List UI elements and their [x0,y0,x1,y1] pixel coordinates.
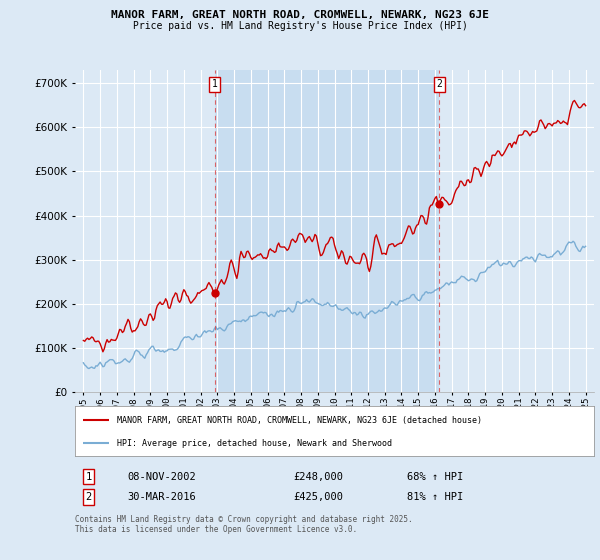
Text: 30-MAR-2016: 30-MAR-2016 [127,492,196,502]
Text: 1: 1 [85,472,92,482]
Text: £248,000: £248,000 [293,472,343,482]
Text: 2: 2 [436,80,442,90]
Text: MANOR FARM, GREAT NORTH ROAD, CROMWELL, NEWARK, NG23 6JE: MANOR FARM, GREAT NORTH ROAD, CROMWELL, … [111,10,489,20]
Bar [215,70,439,392]
Text: 81% ↑ HPI: 81% ↑ HPI [407,492,463,502]
Text: 2: 2 [85,492,92,502]
Text: 68% ↑ HPI: 68% ↑ HPI [407,472,463,482]
Text: £425,000: £425,000 [293,492,343,502]
Text: 1: 1 [212,80,218,90]
Text: 08-NOV-2002: 08-NOV-2002 [127,472,196,482]
Text: Contains HM Land Registry data © Crown copyright and database right 2025.
This d: Contains HM Land Registry data © Crown c… [75,515,413,534]
Text: MANOR FARM, GREAT NORTH ROAD, CROMWELL, NEWARK, NG23 6JE (detached house): MANOR FARM, GREAT NORTH ROAD, CROMWELL, … [116,416,482,424]
Text: Price paid vs. HM Land Registry's House Price Index (HPI): Price paid vs. HM Land Registry's House … [133,21,467,31]
Text: HPI: Average price, detached house, Newark and Sherwood: HPI: Average price, detached house, Newa… [116,439,392,448]
